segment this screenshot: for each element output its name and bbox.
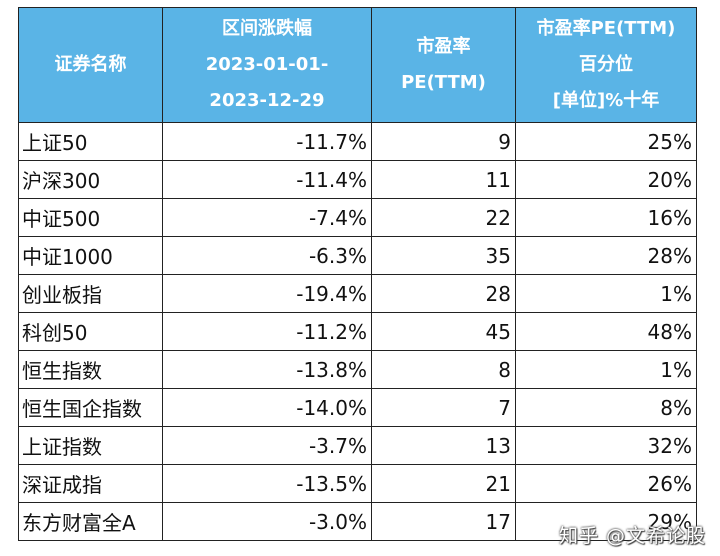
header-security-name: 证券名称	[18, 7, 163, 123]
cell-pe-percentile: 25%	[515, 122, 697, 161]
cell-period-change: -7.4%	[162, 198, 372, 237]
cell-pe-ttm: 22	[371, 198, 516, 237]
cell-period-change: -19.4%	[162, 274, 372, 313]
cell-security-name: 沪深300	[18, 160, 163, 199]
cell-pe-ttm: 13	[371, 426, 516, 465]
cell-pe-percentile: 32%	[515, 426, 697, 465]
cell-period-change: -6.3%	[162, 236, 372, 275]
cell-pe-ttm: 35	[371, 236, 516, 275]
cell-security-name: 东方财富全A	[18, 502, 163, 541]
cell-pe-percentile: 28%	[515, 236, 697, 275]
header-line: 市盈率PE(TTM)	[536, 18, 676, 39]
cell-period-change: -3.7%	[162, 426, 372, 465]
cell-pe-ttm: 8	[371, 350, 516, 389]
cell-security-name: 上证指数	[18, 426, 163, 465]
table-row: 沪深300 -11.4% 11 20%	[18, 160, 697, 199]
cell-security-name: 恒生国企指数	[18, 388, 163, 427]
table-header: 证券名称 区间涨跌幅 2023-01-01- 2023-12-29 市盈率 PE…	[18, 7, 697, 123]
watermark-text: 知乎 @文希论股	[558, 525, 706, 547]
cell-pe-ttm: 28	[371, 274, 516, 313]
cell-pe-percentile: 26%	[515, 464, 697, 503]
table-row: 深证成指 -13.5% 21 26%	[18, 464, 697, 503]
cell-security-name: 创业板指	[18, 274, 163, 313]
cell-security-name: 深证成指	[18, 464, 163, 503]
cell-security-name: 上证50	[18, 122, 163, 161]
table-row: 东方财富全A -3.0% 17 29%	[18, 502, 697, 541]
cell-period-change: -13.8%	[162, 350, 372, 389]
table-row: 创业板指 -19.4% 28 1%	[18, 274, 697, 313]
cell-pe-ttm: 9	[371, 122, 516, 161]
table-body: 上证50 -11.7% 9 25% 沪深300 -11.4% 11 20% 中证500 -7.4%…	[18, 122, 697, 541]
cell-period-change: -13.5%	[162, 464, 372, 503]
cell-pe-percentile: 48%	[515, 312, 697, 351]
cell-period-change: -11.2%	[162, 312, 372, 351]
cell-pe-ttm: 21	[371, 464, 516, 503]
cell-security-name: 中证500	[18, 198, 163, 237]
table-row: 上证指数 -3.7% 13 32%	[18, 426, 697, 465]
cell-security-name: 科创50	[18, 312, 163, 351]
cell-period-change: -11.4%	[162, 160, 372, 199]
header-period-change: 区间涨跌幅 2023-01-01- 2023-12-29	[162, 7, 372, 123]
table-row: 中证1000 -6.3% 35 28%	[18, 236, 697, 275]
header-line: 2023-12-29	[209, 90, 325, 111]
cell-period-change: -3.0%	[162, 502, 372, 541]
table-row: 科创50 -11.2% 45 48%	[18, 312, 697, 351]
table-row: 恒生指数 -13.8% 8 1%	[18, 350, 697, 389]
cell-period-change: -14.0%	[162, 388, 372, 427]
header-pe-percentile: 市盈率PE(TTM) 百分位 [单位]%十年	[515, 7, 697, 123]
header-line: [单位]%十年	[552, 90, 660, 111]
cell-security-name: 中证1000	[18, 236, 163, 275]
cell-pe-percentile: 20%	[515, 160, 697, 199]
cell-pe-percentile: 29%	[515, 502, 697, 541]
header-line: 证券名称	[54, 54, 127, 75]
cell-pe-percentile: 1%	[515, 274, 697, 313]
cell-pe-percentile: 1%	[515, 350, 697, 389]
header-line: 区间涨跌幅	[222, 18, 312, 39]
cell-pe-ttm: 11	[371, 160, 516, 199]
cell-pe-ttm: 7	[371, 388, 516, 427]
table-row: 中证500 -7.4% 22 16%	[18, 198, 697, 237]
header-row: 证券名称 区间涨跌幅 2023-01-01- 2023-12-29 市盈率 PE…	[18, 7, 697, 123]
header-line: 百分位	[579, 54, 633, 75]
cell-pe-ttm: 17	[371, 502, 516, 541]
header-line: PE(TTM)	[401, 72, 486, 93]
header-line: 市盈率	[416, 36, 471, 57]
valuation-table: 证券名称 区间涨跌幅 2023-01-01- 2023-12-29 市盈率 PE…	[18, 7, 697, 541]
table-row: 恒生国企指数 -14.0% 7 8%	[18, 388, 697, 427]
cell-security-name: 恒生指数	[18, 350, 163, 389]
cell-pe-percentile: 16%	[515, 198, 697, 237]
header-pe-ttm: 市盈率 PE(TTM)	[371, 7, 516, 123]
cell-period-change: -11.7%	[162, 122, 372, 161]
header-line: 2023-01-01-	[205, 54, 329, 75]
table-row: 上证50 -11.7% 9 25%	[18, 122, 697, 161]
cell-pe-percentile: 8%	[515, 388, 697, 427]
cell-pe-ttm: 45	[371, 312, 516, 351]
